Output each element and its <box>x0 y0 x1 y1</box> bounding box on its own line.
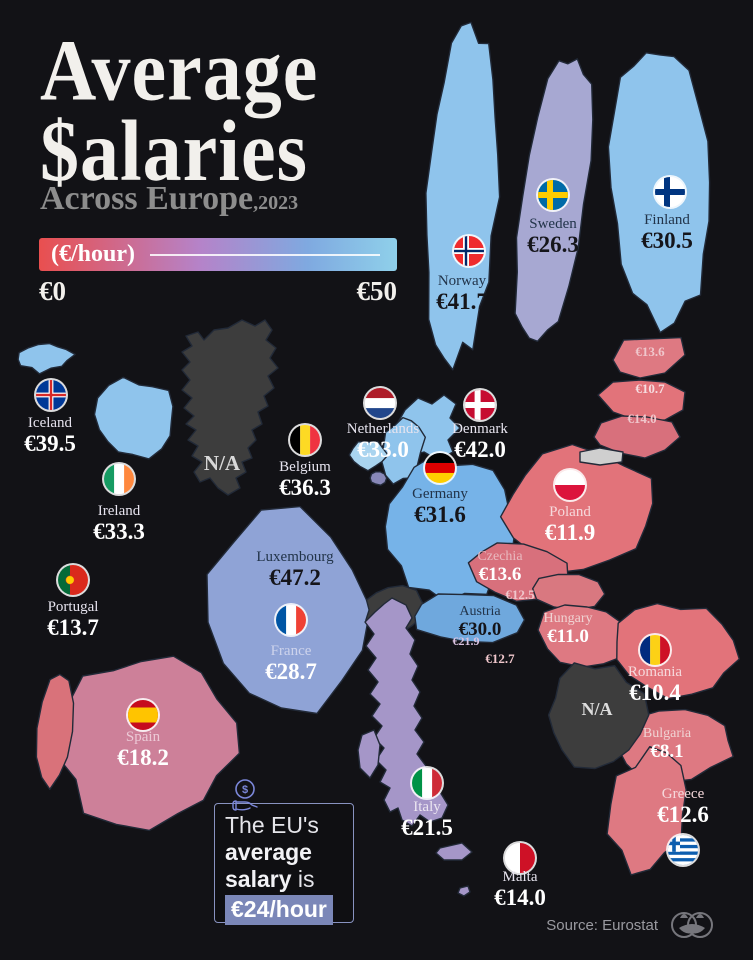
svg-text:$: $ <box>242 784 248 796</box>
